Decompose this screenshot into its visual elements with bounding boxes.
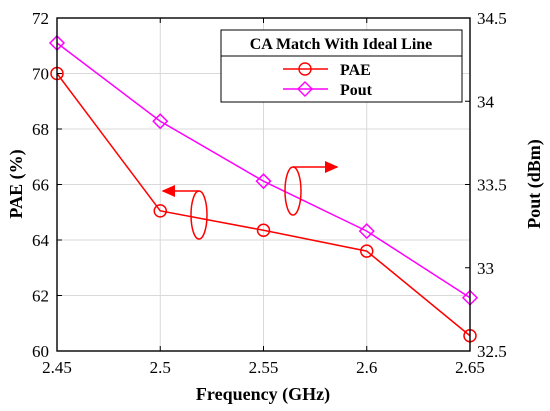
y-left-tick-label: 64 [32,231,50,250]
y-left-tick-label: 62 [32,287,49,306]
legend-label-pout: Pout [340,82,373,99]
legend: CA Match With Ideal Line PAE Pout [220,29,463,103]
x-tick-label: 2.6 [356,358,377,377]
legend-marker-pae [298,62,312,76]
y-left-tick-label: 66 [32,176,49,195]
annotations [161,161,339,240]
x-axis-title: Frequency (GHz) [196,384,330,405]
x-tick-label: 2.55 [249,358,279,377]
y-right-tick-label: 33.5 [477,176,507,195]
y-right-tick-label: 32.5 [477,342,507,361]
pae-axis-ellipse [190,190,208,240]
y-left-tick-label: 60 [32,342,49,361]
x-tick-label: 2.65 [455,358,485,377]
y-left-tick-label: 72 [32,9,49,28]
legend-marker-pout [297,81,313,97]
y-right-tick-label: 34 [477,92,495,111]
y-right-tick-label: 33 [477,259,494,278]
x-tick-label: 2.5 [150,358,171,377]
pout-axis-ellipse [284,166,302,216]
data-point-pout [255,173,272,190]
ticks: 2.45 2.5 2.55 2.6 2.65 60 62 64 66 68 70 72 32.5 33 33… [32,9,507,377]
legend-title: CA Match With Ideal Line [250,36,433,53]
legend-box [220,29,463,103]
data-point-pae [256,223,271,238]
series-line-pae [56,73,471,337]
data-point-pae [153,204,167,218]
data-point-pae [360,244,374,258]
data-point-pout [358,223,375,240]
y-axis-left-title: PAE (%) [6,149,27,218]
data-point-pout [152,113,169,130]
y-axis-right-title: Pout (dBm) [524,139,545,229]
series-line-pout [56,42,471,299]
legend-label-pae: PAE [340,62,371,79]
y-left-tick-label: 68 [32,120,49,139]
y-left-tick-label: 70 [32,65,49,84]
y-right-tick-label: 34.5 [477,9,507,28]
x-tick-label: 2.45 [42,358,72,377]
